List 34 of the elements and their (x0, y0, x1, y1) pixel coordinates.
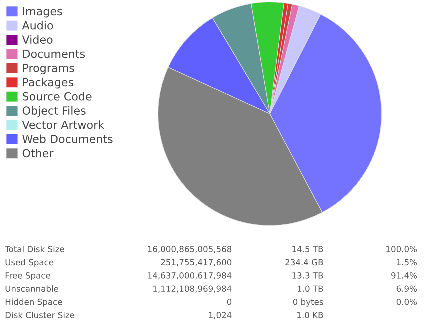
text: 0 (227, 298, 232, 306)
text: Used Space (6, 259, 54, 268)
text: 13.3 TB (292, 272, 324, 279)
legend-label: Documents (23, 50, 86, 58)
text: 1,112,108,969,984 (154, 286, 232, 293)
legend-label: Source Code (22, 92, 92, 101)
legend-label: Web Documents (22, 134, 113, 144)
legend-label: Programs (23, 64, 74, 75)
text: 1.0 KB (298, 312, 324, 318)
legend-label: Audio (22, 21, 54, 30)
text: 100.0% (386, 246, 418, 252)
text: 1.5% (397, 259, 418, 266)
text: 91.4% (392, 272, 418, 279)
text: Disk Cluster Size (6, 312, 75, 318)
legend-label: Packages (23, 78, 74, 89)
text: 16,000,865,005,568 (148, 246, 232, 254)
text: 234.4 GB (286, 259, 324, 266)
legend-label: Video (22, 35, 53, 44)
text: 0.0% (396, 298, 418, 306)
text: 6.9% (396, 286, 418, 292)
text: Total Disk Size (5, 246, 64, 252)
text: 1.0 TB (298, 286, 324, 292)
legend-label: Images (23, 7, 62, 18)
text: 14.5 TB (292, 246, 324, 252)
text: Free Space (6, 272, 50, 280)
text: Hidden Space (6, 298, 62, 307)
legend-label: Vector Artwork (22, 120, 105, 130)
text: 14,637,000,617,984 (148, 272, 232, 280)
legend-label: Object Files (22, 106, 86, 118)
text: 251,755,417,600 (161, 259, 232, 266)
legend-label: Other (22, 149, 54, 158)
text: Unscannable (6, 286, 58, 292)
text: 1,024 (209, 312, 232, 320)
text: 0 bytes (293, 298, 324, 307)
